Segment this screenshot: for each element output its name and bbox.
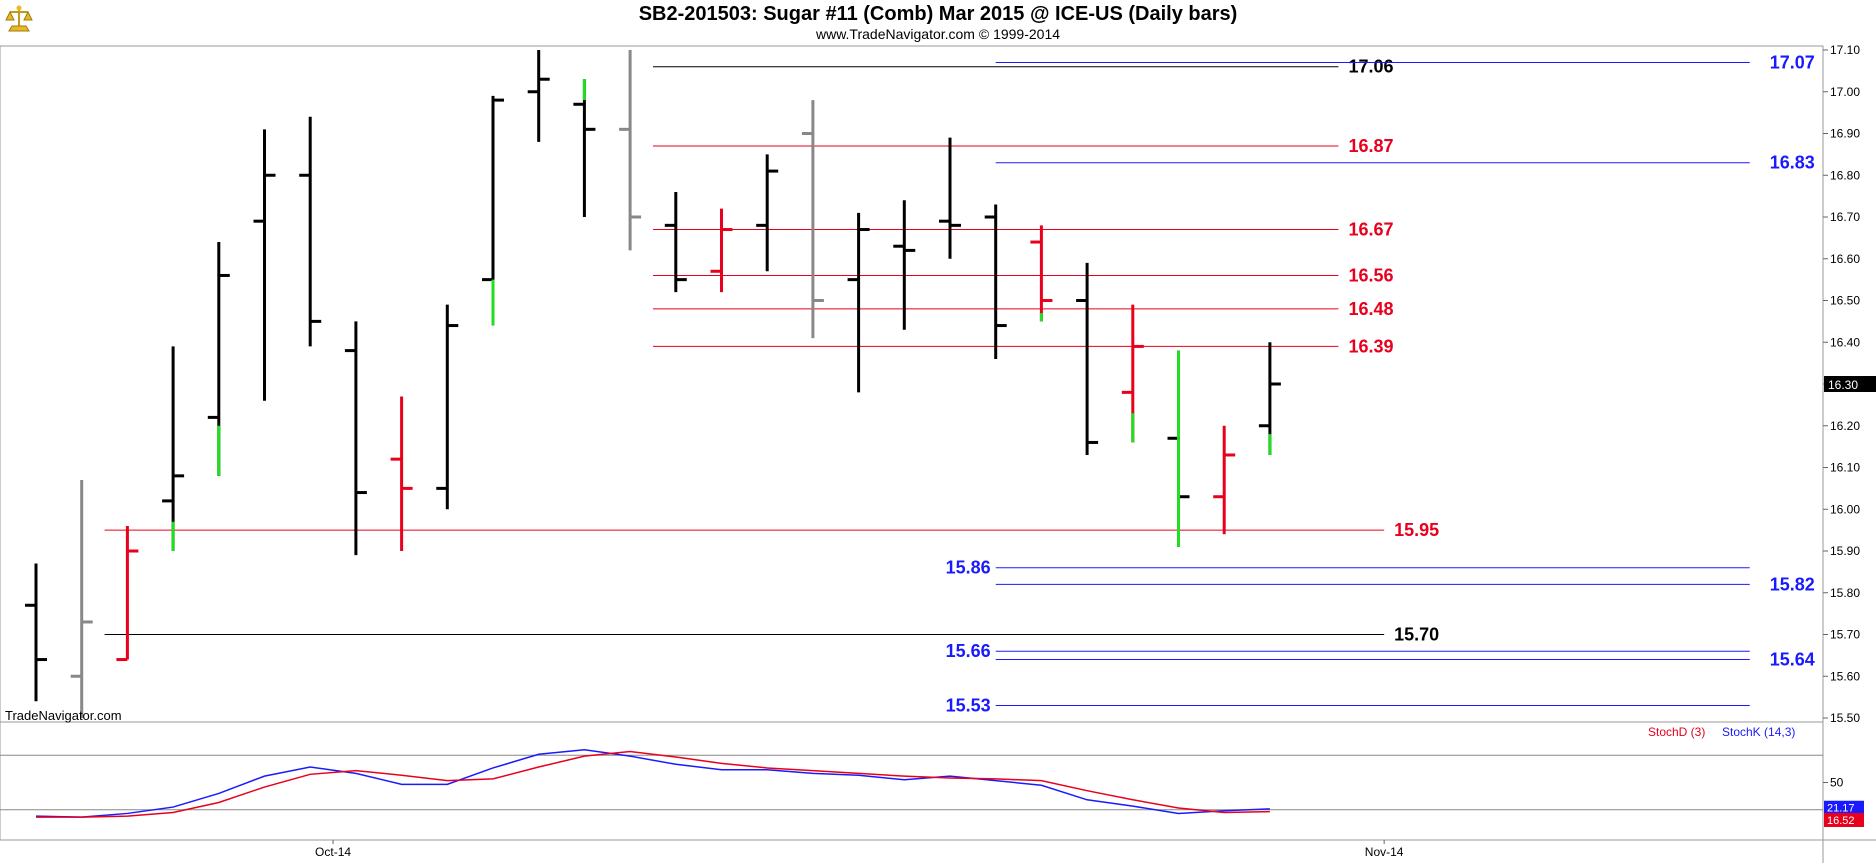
y-tick-label: 17.10	[1830, 43, 1860, 57]
x-tick-label: Nov-14	[1365, 845, 1404, 859]
y-tick-label: 17.00	[1830, 85, 1860, 99]
trade-navigator-logo-icon	[4, 4, 34, 39]
watermark-label: TradeNavigator.com	[5, 708, 122, 723]
stoch-legend-item: StochD (3)	[1648, 725, 1705, 739]
price-panel-frame	[0, 45, 1824, 723]
y-tick-label: 16.90	[1830, 127, 1860, 141]
x-tick-label: Oct-14	[315, 845, 351, 859]
stoch-tick-label: 50	[1830, 776, 1844, 790]
y-tick-label: 16.10	[1830, 461, 1860, 475]
y-tick-label: 15.60	[1830, 669, 1860, 683]
y-tick-label: 16.80	[1830, 168, 1860, 182]
level-label: 17.06	[1348, 57, 1393, 77]
y-tick-label: 15.80	[1830, 586, 1860, 600]
level-label: 16.83	[1770, 153, 1815, 173]
level-label: 15.95	[1394, 520, 1439, 540]
stoch-panel-frame	[0, 721, 1824, 841]
level-label: 15.86	[946, 558, 991, 578]
y-tick-label: 16.20	[1830, 419, 1860, 433]
stoch-k-value: 21.17	[1827, 803, 1855, 815]
y-tick-label: 15.50	[1830, 711, 1860, 725]
y-tick-label: 16.50	[1830, 294, 1860, 308]
last-price-label: 16.30	[1828, 378, 1858, 392]
chart-subtitle: www.TradeNavigator.com © 1999-2014	[815, 26, 1061, 42]
chart-header: SB2-201503: Sugar #11 (Comb) Mar 2015 @ …	[0, 0, 1876, 46]
y-tick-label: 15.70	[1830, 628, 1860, 642]
level-label: 15.82	[1770, 574, 1815, 594]
level-label: 15.70	[1394, 625, 1439, 645]
level-label: 15.66	[946, 641, 991, 661]
y-tick-label: 16.00	[1830, 502, 1860, 516]
stoch-k-badge	[1824, 800, 1864, 815]
last-price-badge	[1824, 376, 1876, 392]
level-label: 16.56	[1348, 265, 1393, 285]
level-label: 16.67	[1348, 220, 1393, 240]
level-label: 15.53	[946, 695, 991, 715]
stoch-k-line	[35, 748, 1270, 818]
chart-title: SB2-201503: Sugar #11 (Comb) Mar 2015 @ …	[638, 3, 1238, 25]
stoch-d-value: 16.52	[1827, 815, 1855, 827]
level-label: 16.87	[1348, 136, 1393, 156]
y-tick-label: 16.70	[1830, 210, 1860, 224]
stoch-d-badge	[1824, 812, 1864, 827]
level-label: 16.39	[1348, 336, 1393, 356]
level-label: 16.48	[1348, 299, 1393, 319]
y-tick-label: 16.60	[1830, 252, 1860, 266]
stoch-legend-item: StochK (14,3)	[1722, 725, 1795, 739]
stoch-d-line	[36, 750, 1270, 818]
level-label: 17.07	[1770, 53, 1815, 73]
level-label: 15.64	[1770, 650, 1815, 670]
y-tick-label: 16.40	[1830, 335, 1860, 349]
y-tick-label: 15.90	[1830, 544, 1860, 558]
